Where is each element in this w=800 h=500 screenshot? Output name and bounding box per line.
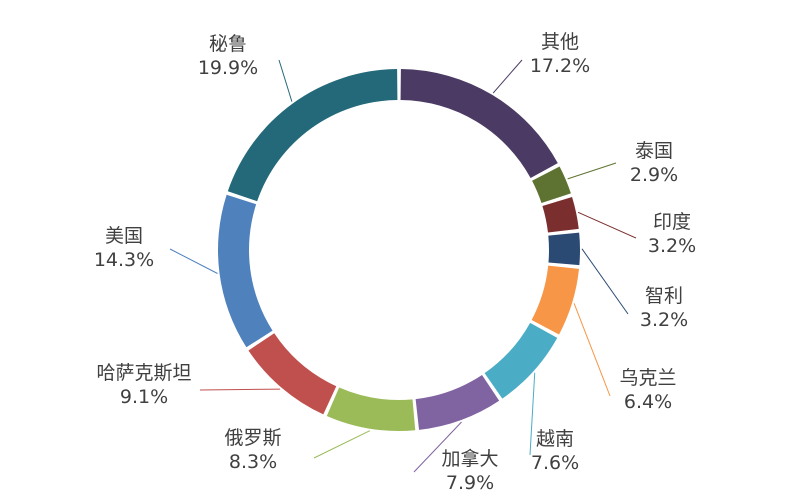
- slice-label-percent: 2.9%: [630, 164, 678, 186]
- slice-label-name: 乌克兰: [619, 367, 676, 389]
- slice-label-percent: 8.3%: [229, 451, 277, 473]
- slice-label-name: 俄罗斯: [224, 427, 281, 449]
- donut-slice-1: [532, 166, 571, 204]
- donut-slices: [218, 69, 581, 431]
- slice-label-percent: 7.6%: [531, 452, 579, 474]
- slice-label-name: 智利: [645, 285, 683, 307]
- leader-line-0: [492, 59, 523, 94]
- donut-slice-2: [542, 196, 579, 233]
- slice-label-percent: 19.9%: [198, 57, 258, 79]
- slice-label-percent: 3.2%: [648, 235, 696, 257]
- leader-line-10: [278, 59, 293, 102]
- slice-label-name: 哈萨克斯坦: [96, 362, 191, 384]
- slice-label-percent: 14.3%: [94, 249, 154, 271]
- slice-label-name: 越南: [536, 428, 574, 450]
- donut-slice-10: [227, 69, 398, 202]
- leader-line-2: [577, 211, 637, 239]
- slice-label-percent: 9.1%: [120, 386, 168, 408]
- donut-slice-7: [326, 387, 416, 431]
- donut-slice-8: [248, 333, 337, 415]
- donut-slice-4: [531, 265, 580, 335]
- slice-labels: 其他17.2%泰国2.9%印度3.2%智利3.2%乌克兰6.4%越南7.6%加拿…: [94, 31, 696, 494]
- donut-slice-0: [400, 69, 558, 179]
- slice-label-name: 印度: [653, 211, 691, 233]
- donut-slice-3: [548, 232, 581, 266]
- donut-slice-9: [218, 194, 273, 348]
- slice-label-percent: 17.2%: [530, 55, 590, 77]
- slice-label-name: 加拿大: [441, 447, 498, 470]
- leader-line-3: [581, 248, 629, 315]
- slice-label-name: 美国: [105, 225, 143, 247]
- slice-label-percent: 7.9%: [446, 472, 494, 494]
- slice-label-percent: 3.2%: [640, 309, 688, 331]
- leader-line-1: [567, 162, 617, 180]
- slice-label-percent: 6.4%: [624, 391, 672, 413]
- slice-label-name: 秘鲁: [209, 33, 247, 55]
- leader-line-7: [313, 430, 371, 459]
- leader-line-4: [573, 303, 611, 397]
- leader-lines: [169, 59, 637, 473]
- donut-slice-5: [484, 322, 558, 399]
- leader-line-6: [413, 421, 462, 473]
- slice-label-name: 泰国: [635, 140, 673, 162]
- slice-label-name: 其他: [541, 31, 579, 53]
- leader-line-5: [529, 372, 536, 456]
- donut-slice-6: [415, 374, 500, 430]
- leader-line-9: [169, 248, 218, 274]
- leader-line-8: [199, 388, 281, 391]
